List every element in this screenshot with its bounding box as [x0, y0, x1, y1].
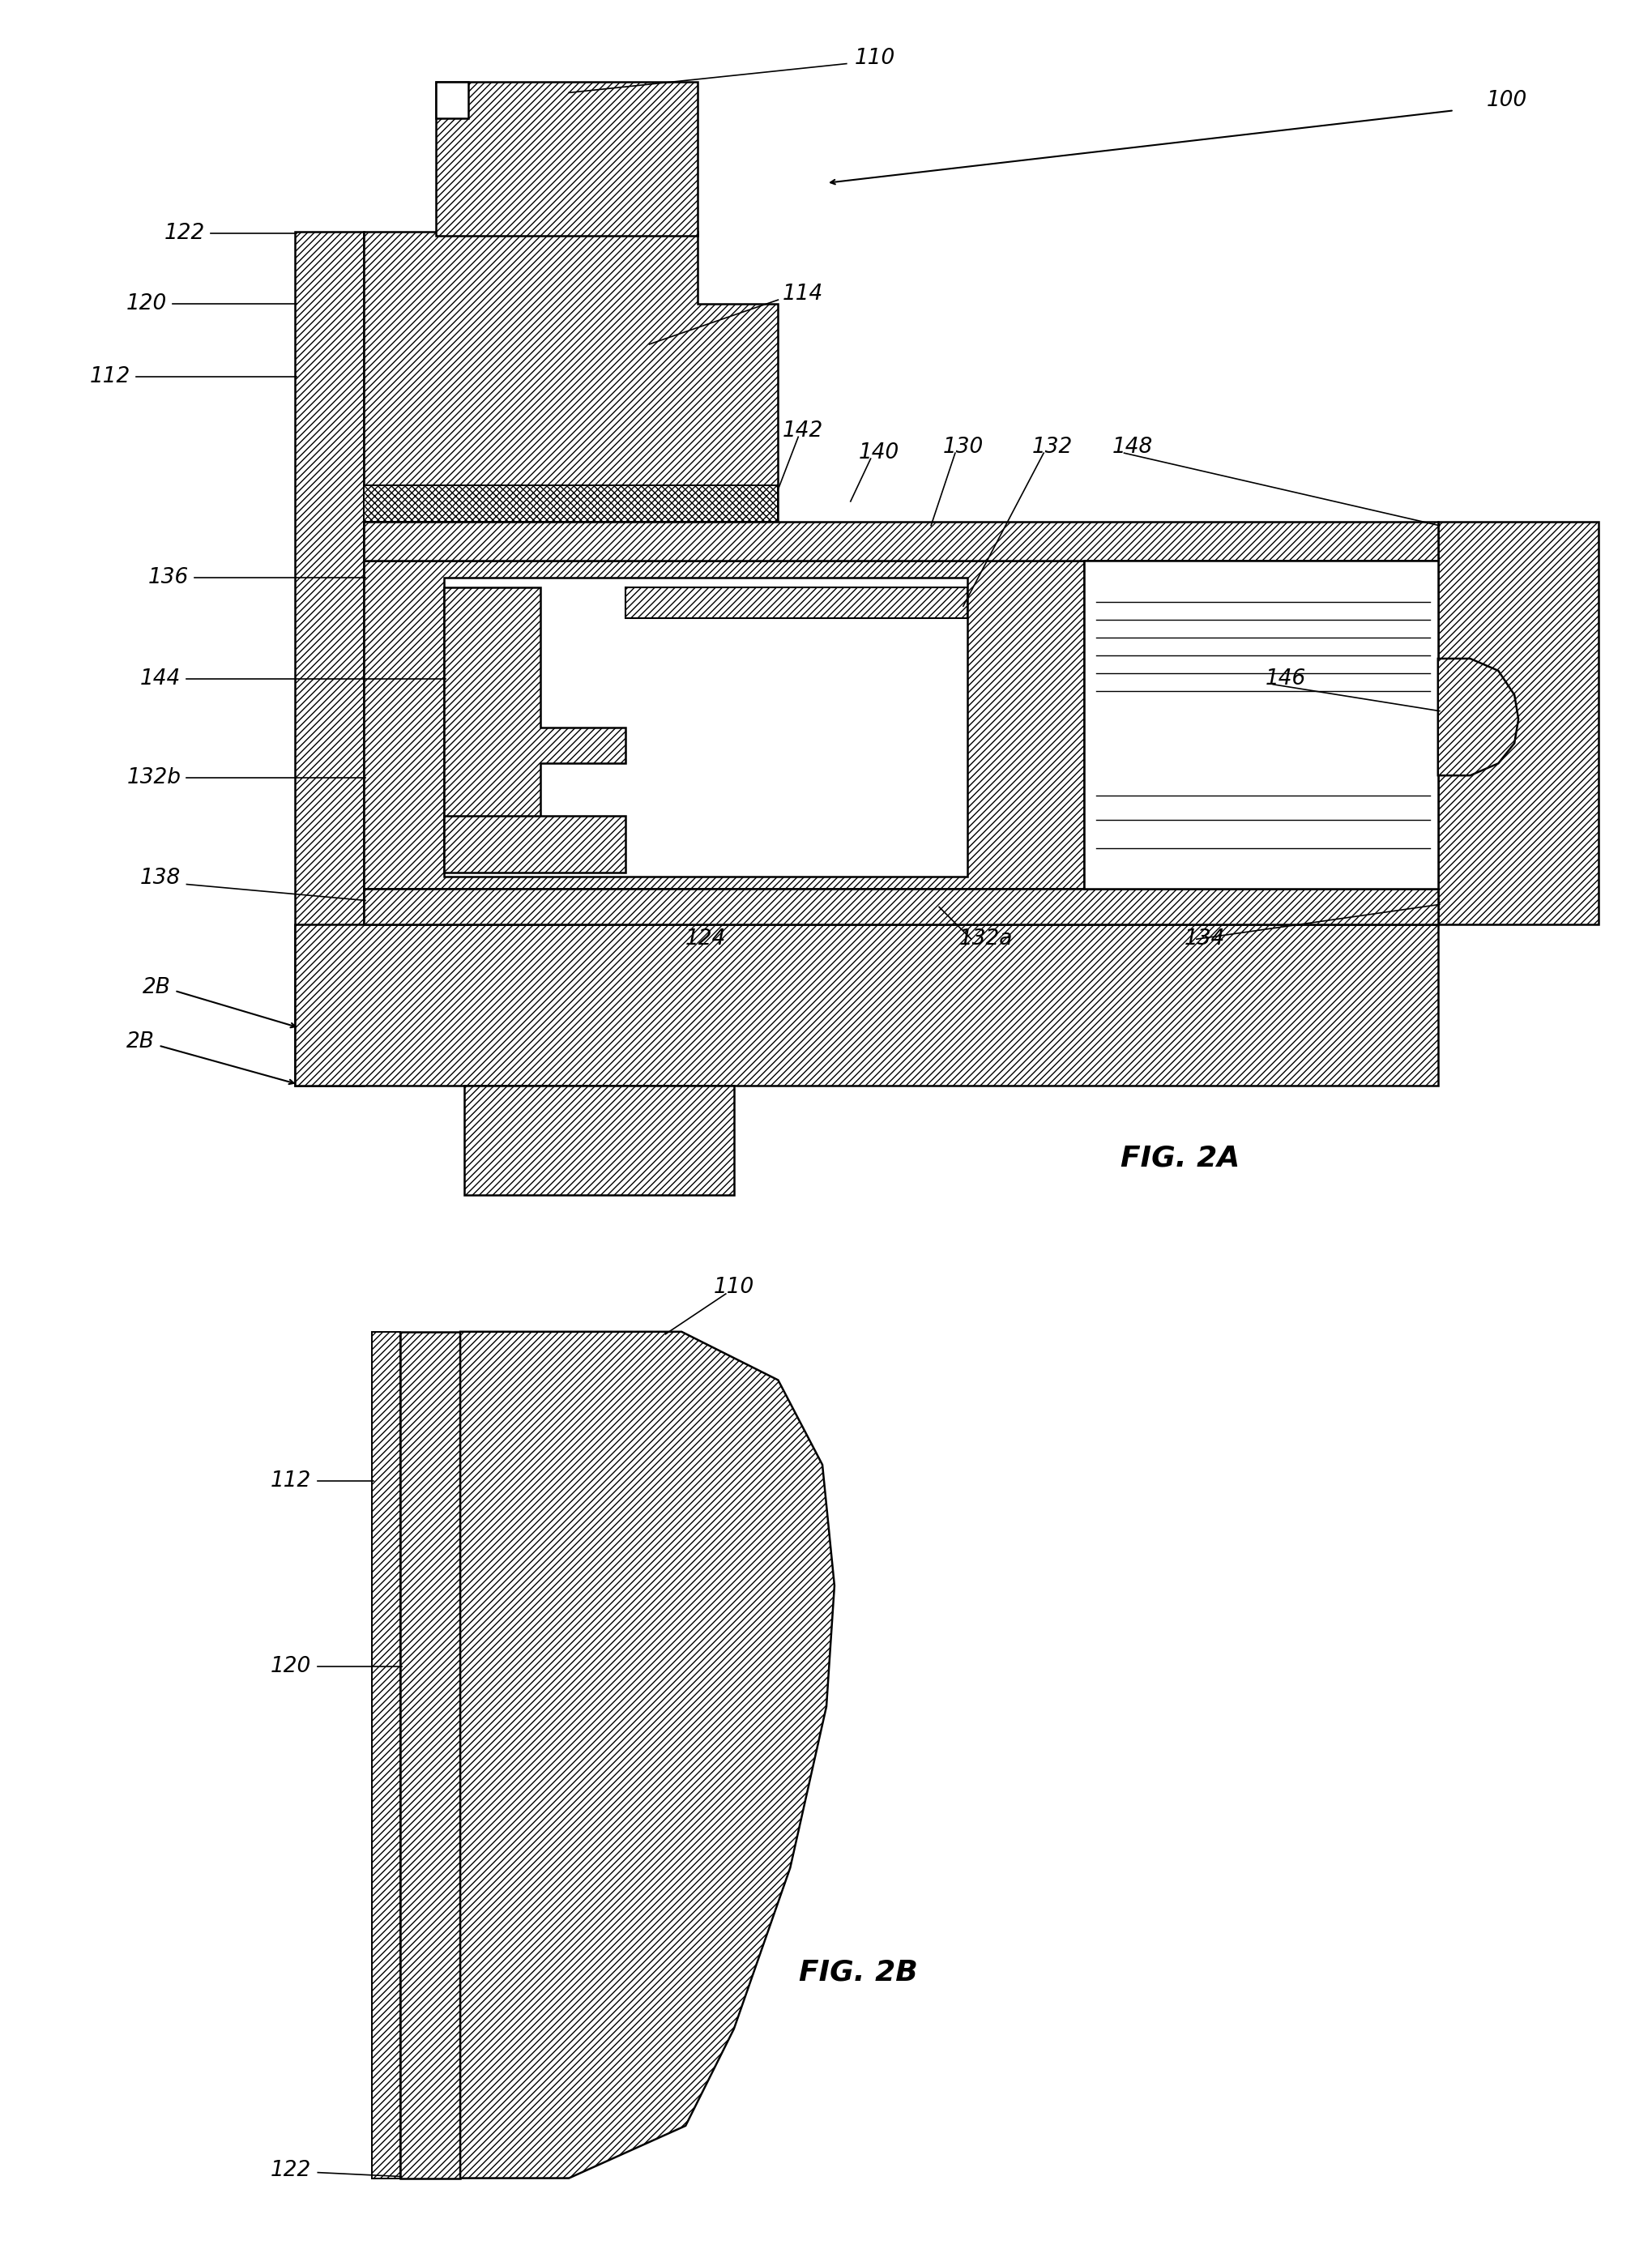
Text: 114: 114 — [781, 283, 823, 304]
Text: FIG. 2A: FIG. 2A — [1120, 1144, 1241, 1172]
Text: 132: 132 — [1031, 437, 1072, 458]
Bar — [363, 485, 778, 521]
Text: 112: 112 — [89, 365, 131, 387]
Bar — [1084, 560, 1437, 888]
Bar — [363, 521, 1437, 560]
Bar — [363, 560, 1084, 888]
Bar — [624, 587, 966, 619]
Polygon shape — [444, 587, 624, 863]
Bar — [444, 816, 624, 872]
Bar — [400, 1332, 461, 2178]
Text: 148: 148 — [1112, 437, 1153, 458]
Polygon shape — [1437, 659, 1518, 775]
Bar — [296, 231, 363, 1085]
Bar — [1437, 521, 1599, 925]
Text: 110: 110 — [854, 48, 895, 68]
Text: 122: 122 — [165, 222, 205, 242]
Text: 140: 140 — [859, 442, 899, 465]
Text: 144: 144 — [140, 668, 182, 689]
Text: 136: 136 — [149, 566, 188, 589]
Text: 110: 110 — [714, 1276, 755, 1298]
Text: 124: 124 — [686, 929, 727, 949]
Bar — [296, 925, 1437, 1085]
Bar — [444, 578, 966, 877]
Text: 100: 100 — [1487, 91, 1526, 111]
Text: FIG. 2B: FIG. 2B — [800, 1958, 919, 1987]
Text: 138: 138 — [140, 868, 182, 888]
Text: 146: 146 — [1265, 668, 1305, 689]
Bar — [464, 1085, 733, 1194]
Polygon shape — [436, 82, 697, 236]
Text: 132b: 132b — [127, 768, 182, 789]
Bar — [436, 82, 468, 118]
Text: 142: 142 — [781, 421, 823, 442]
Text: 134: 134 — [1184, 929, 1226, 949]
Text: 2B: 2B — [126, 1031, 155, 1051]
Bar — [372, 1332, 400, 2178]
Polygon shape — [363, 231, 778, 553]
Polygon shape — [461, 1332, 834, 2178]
Text: 122: 122 — [271, 2159, 312, 2180]
Text: 132a: 132a — [960, 929, 1013, 949]
Text: 120: 120 — [271, 1656, 312, 1677]
Text: 2B: 2B — [142, 977, 170, 997]
Text: 112: 112 — [271, 1471, 312, 1491]
Bar — [363, 888, 1437, 925]
Text: 130: 130 — [943, 437, 985, 458]
Text: 120: 120 — [126, 292, 167, 315]
